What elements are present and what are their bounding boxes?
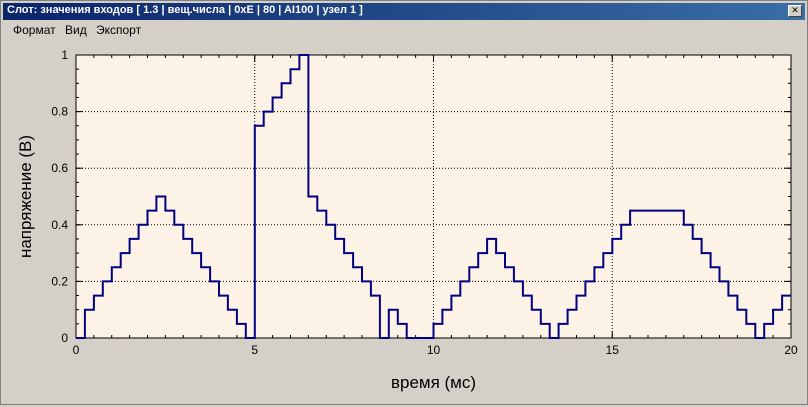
y-tick-label: 0.4 <box>51 218 68 232</box>
y-tick-label: 0.2 <box>51 274 68 288</box>
x-tick-label: 0 <box>73 343 80 357</box>
y-axis-title: напряжение (В) <box>16 135 35 258</box>
title-bar[interactable]: Слот: значения входов [ 1.3 | вещ.числа … <box>3 3 805 20</box>
menu-view[interactable]: Вид <box>65 23 87 37</box>
menu-format[interactable]: Формат <box>13 23 56 37</box>
menu-bar: Формат Вид Экспорт <box>3 21 805 39</box>
x-axis-title: время (мс) <box>391 373 476 392</box>
y-tick-label: 0 <box>61 331 68 345</box>
series-line <box>76 54 791 339</box>
plot-frame: 0 5 10 15 20 0 0.2 0.4 0.6 0.8 1 время (мс) напряжен… <box>3 39 805 402</box>
y-tick-label: 1 <box>61 48 68 62</box>
close-icon: ✕ <box>791 6 799 16</box>
x-tick-label: 10 <box>427 343 441 357</box>
x-tick-label: 20 <box>784 343 798 357</box>
chart: 0 5 10 15 20 0 0.2 0.4 0.6 0.8 1 время (мс) напряжен… <box>16 48 798 392</box>
menu-export[interactable]: Экспорт <box>96 23 142 37</box>
y-tick-label: 0.6 <box>51 161 68 175</box>
window-title: Слот: значения входов [ 1.3 | вещ.числа … <box>7 4 363 16</box>
x-tick-label: 5 <box>251 343 258 357</box>
y-tick-label: 0.8 <box>51 105 68 119</box>
close-button[interactable]: ✕ <box>788 5 802 17</box>
x-tick-label: 15 <box>606 343 620 357</box>
